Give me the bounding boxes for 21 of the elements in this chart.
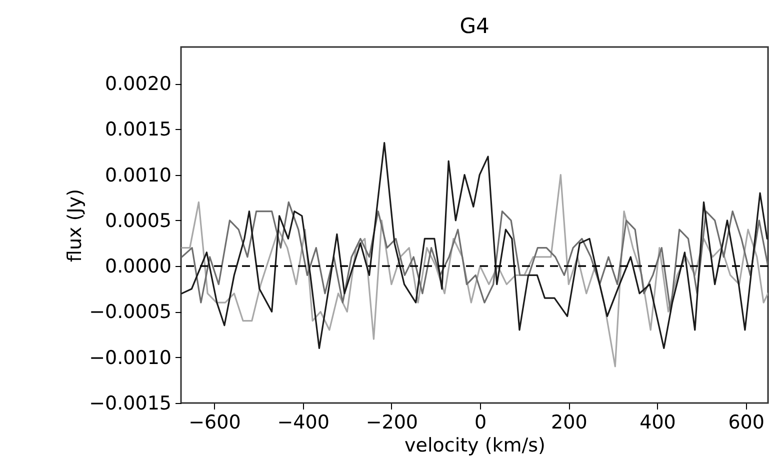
line-series [181, 201, 768, 313]
x-tick-label: 400 [640, 412, 676, 434]
y-tick-label: 0.0010 [105, 164, 172, 186]
x-axis-title: velocity (km/s) [404, 434, 546, 456]
y-tick-label: 0.0005 [105, 210, 172, 232]
x-tick-label: 0 [474, 412, 487, 434]
y-tick-label: −0.0015 [89, 392, 172, 414]
y-tick-label: 0.0000 [105, 256, 172, 278]
x-tick-label: 600 [728, 412, 764, 434]
line-series [181, 174, 768, 368]
y-tick-label: −0.0005 [89, 301, 172, 324]
x-tick-label: −200 [366, 412, 418, 434]
y-axis-title: flux (Jy) [64, 189, 86, 262]
chart-title: G4 [460, 14, 490, 38]
y-tick-label: 0.0015 [105, 118, 172, 141]
x-tick-label: −400 [277, 412, 330, 434]
y-tick-label: 0.0020 [105, 73, 172, 96]
y-tick-label: −0.0010 [89, 346, 172, 369]
x-tick-label: −600 [188, 412, 241, 434]
x-tick-label: 200 [551, 412, 588, 434]
line-series [181, 142, 768, 350]
